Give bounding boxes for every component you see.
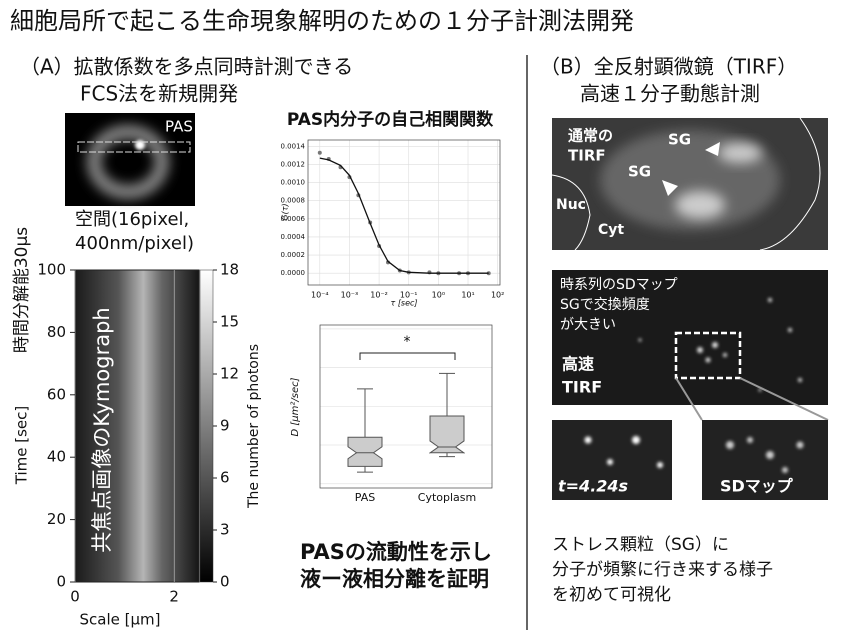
colorbar-tick-label: 12 xyxy=(220,365,239,383)
plot-frame xyxy=(307,139,501,286)
y-tick-label: 0 xyxy=(56,573,66,591)
significance: * xyxy=(404,334,411,350)
data-point xyxy=(486,271,491,276)
image-label: が大きい xyxy=(560,317,616,333)
colorbar-label: The number of photons xyxy=(246,344,262,509)
y-tick-label: 0.0006 xyxy=(281,215,306,223)
time-resolution: 時間分解能30μs xyxy=(12,227,32,353)
kymograph-overlay: 共焦点画像のKymograph xyxy=(90,307,114,552)
conclusion: を初めて可視化 xyxy=(552,585,671,605)
box xyxy=(429,415,465,454)
pas-label: PAS xyxy=(165,118,193,136)
colorbar-tick-label: 0 xyxy=(220,573,230,591)
heading: （B）全反射顕微鏡（TIRF） xyxy=(540,55,797,79)
data-point xyxy=(386,260,391,265)
sd-map-image xyxy=(552,270,828,405)
y-axis-label: Time [sec] xyxy=(13,406,31,485)
x-tick-label: 2 xyxy=(169,588,179,606)
x-tick-label: 10⁻⁴ xyxy=(311,291,329,300)
x-tick-label: 10² xyxy=(491,291,504,300)
colorbar-tick-label: 9 xyxy=(220,417,230,435)
pas-image xyxy=(65,113,195,206)
tirf-image xyxy=(551,117,828,251)
heading: （A）拡散係数を多点同時計測できる xyxy=(20,55,353,79)
y-tick-label: 0.0014 xyxy=(281,142,306,150)
space-label: 空間(16pixel, xyxy=(75,209,189,230)
y-tick-label: 0.0002 xyxy=(281,251,306,259)
x-tick-label: 10¹ xyxy=(461,291,474,300)
kymograph-image xyxy=(75,270,199,582)
image-label: Nuc xyxy=(556,197,586,213)
y-tick-label: 0.0008 xyxy=(281,197,306,205)
x-tick-label: 10⁻² xyxy=(370,291,388,300)
conclusion: ストレス顆粒（SG）に xyxy=(552,535,729,555)
x-axis-label: τ [sec] xyxy=(390,299,417,308)
image-label: SG xyxy=(668,131,691,149)
y-tick-label: 0.0000 xyxy=(281,269,306,277)
colorbar xyxy=(199,269,214,583)
y-tick-label: 20 xyxy=(47,510,66,528)
inset-label: SDマップ xyxy=(720,477,794,496)
plot-frame xyxy=(319,324,493,489)
data-point xyxy=(317,150,322,155)
conclusion: PASの流動性を示し xyxy=(300,540,492,564)
y-tick-label: 80 xyxy=(47,323,66,341)
inset-image xyxy=(552,420,828,500)
zoom-line xyxy=(675,377,703,421)
y-axis-label: G(τ) xyxy=(281,203,290,220)
image-label: 通常の xyxy=(568,127,613,145)
y-tick-label: 0.0004 xyxy=(281,233,306,241)
fit-line xyxy=(319,157,489,274)
conclusion: 液ー液相分離を証明 xyxy=(300,567,489,591)
y-tick-label: 100 xyxy=(37,261,66,279)
x-tick-label: Cytoplasm xyxy=(418,491,476,504)
y-axis-label: D [μm²/sec] xyxy=(290,377,301,436)
colorbar-tick-label: 3 xyxy=(220,521,230,539)
box xyxy=(347,436,383,467)
title: 細胞局所で起こる生命現象解明のための１分子計測法開発 xyxy=(10,7,634,35)
colorbar-tick-label: 15 xyxy=(220,313,239,331)
heading: 高速１分子動態計測 xyxy=(580,82,760,106)
x-axis-label: Scale [μm] xyxy=(80,611,161,629)
significance-bracket xyxy=(359,352,456,360)
image-label: Cyt xyxy=(598,222,624,238)
x-tick-label: 10⁰ xyxy=(432,291,445,300)
space-label: 400nm/pixel) xyxy=(75,233,194,254)
y-tick-label: 60 xyxy=(47,385,66,403)
inset-label: t=4.24s xyxy=(558,477,628,496)
x-tick-label: 10⁻¹ xyxy=(400,291,418,300)
zoom-line xyxy=(739,377,829,421)
conclusion: 分子が頻繁に行き来する様子 xyxy=(552,560,773,580)
image-label: TIRF xyxy=(562,378,602,397)
acf-title: PAS内分子の自己相関関数 xyxy=(287,109,494,130)
image-label: 高速 xyxy=(562,355,594,374)
y-tick-label: 0.0012 xyxy=(281,160,306,168)
heading: FCS法を新規開発 xyxy=(80,82,238,106)
colorbar-tick-label: 18 xyxy=(220,261,239,279)
x-tick-label: 10⁻³ xyxy=(341,291,359,300)
x-tick-label: 0 xyxy=(70,588,80,606)
image-label: TIRF xyxy=(568,147,606,165)
image-label: SGで交換頻度 xyxy=(560,296,650,313)
x-tick-label: PAS xyxy=(355,491,375,504)
y-tick-label: 40 xyxy=(47,448,66,466)
y-tick-label: 0.0010 xyxy=(281,179,306,187)
image-label: SG xyxy=(628,163,651,181)
image-label: 時系列のSDマップ xyxy=(560,277,678,293)
colorbar-tick-label: 6 xyxy=(220,469,230,487)
